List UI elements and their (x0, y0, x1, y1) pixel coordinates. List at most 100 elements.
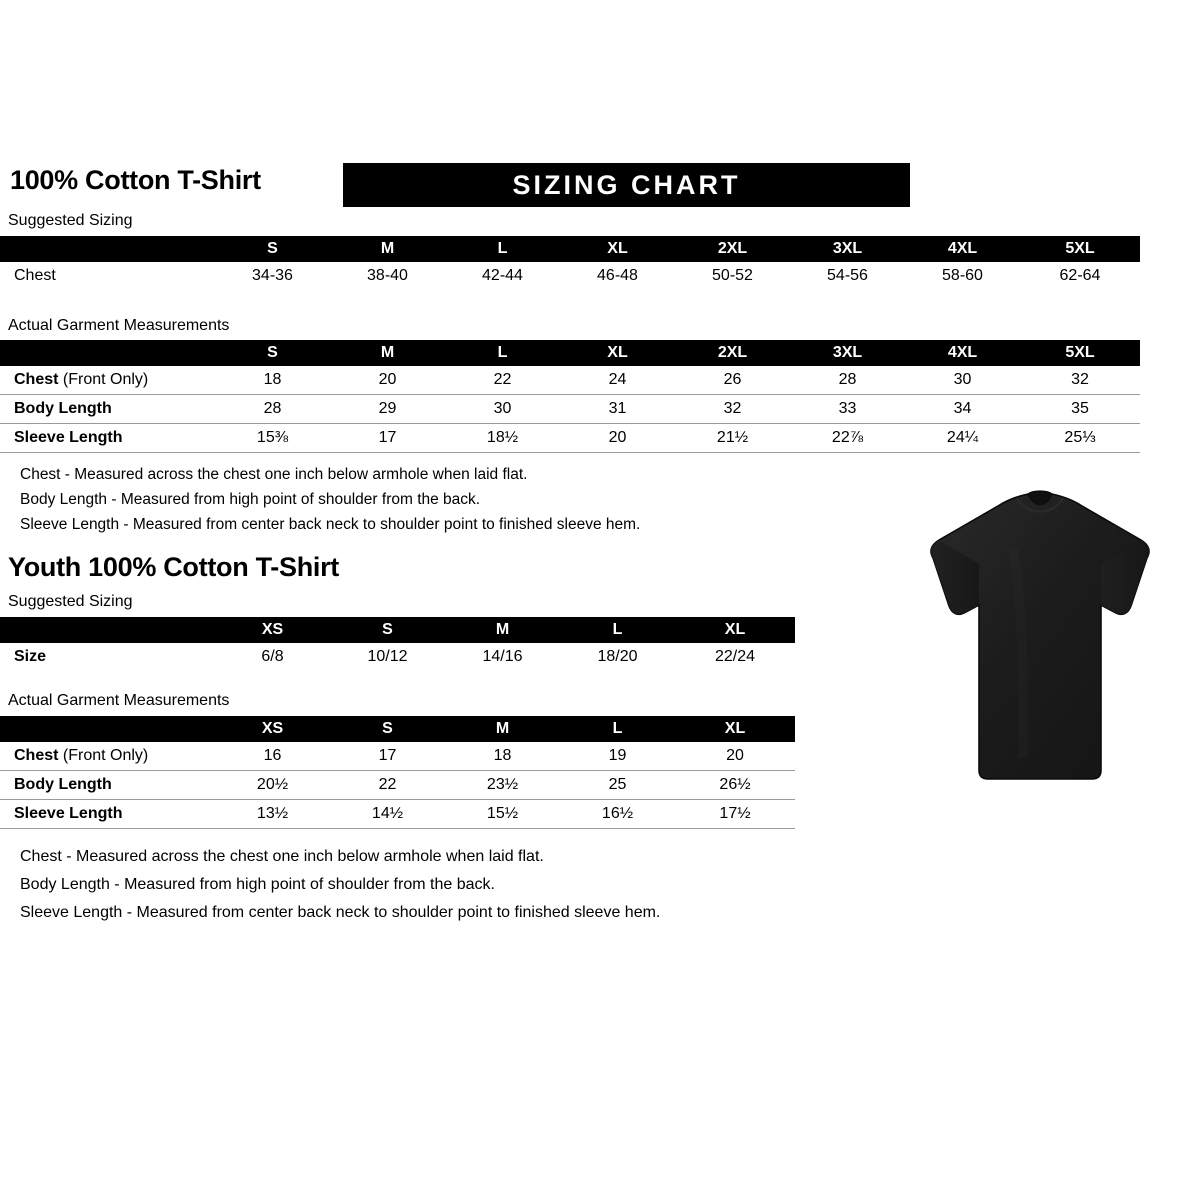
cell-chest-xl: 24 (560, 366, 675, 395)
cell-body-length-m: 23½ (445, 770, 560, 800)
column-header-rowlabel (0, 340, 215, 366)
column-header-rowlabel (0, 617, 215, 643)
column-header-m: M (495, 720, 510, 737)
cell-chest-5xl: 62-64 (1059, 267, 1101, 284)
table-row: Body Length 20½ 22 23½ 25 26½ (0, 770, 795, 800)
cell-chest-m: 20 (330, 366, 445, 395)
adult-measurement-notes: Chest - Measured across the chest one in… (20, 462, 640, 537)
note-chest: Chest - Measured across the chest one in… (20, 466, 528, 483)
cell-body-length-s: 22 (330, 770, 445, 800)
table-row: Chest (Front Only) 16 17 18 19 20 (0, 742, 795, 771)
table-row: Body Length 28 29 30 31 32 33 34 35 (0, 394, 1140, 424)
column-header-s: S (382, 621, 393, 638)
column-header-xs: XS (261, 621, 284, 638)
row-label-chest: Chest (14, 267, 56, 284)
youth-suggested-sizing-table: XS S M L XL Size 6/8 10/12 14/16 18/20 2… (0, 617, 795, 671)
cell-chest-xl: 20 (675, 742, 795, 771)
cell-body-length-m: 29 (330, 394, 445, 424)
cell-sleeve-length-m: 17 (330, 423, 445, 453)
youth-section-title: Youth 100% Cotton T-Shirt (8, 552, 339, 582)
column-header-l: L (612, 720, 623, 737)
cell-body-length-2xl: 32 (675, 394, 790, 424)
table-row: Sleeve Length 13½ 14½ 15½ 16½ 17½ (0, 799, 795, 829)
cell-sleeve-length-m: 15½ (445, 799, 560, 829)
cell-body-length-5xl: 35 (1020, 394, 1140, 424)
row-label-body-length: Body Length (0, 770, 215, 800)
column-header-2xl: 2XL (717, 240, 748, 257)
cell-sleeve-length-3xl: 22⅞ (790, 423, 905, 453)
column-header-xs: XS (261, 720, 284, 737)
column-header-m: M (380, 240, 395, 257)
cell-chest-5xl: 32 (1020, 366, 1140, 395)
note-chest: Chest - Measured across the chest one in… (20, 848, 544, 865)
sizing-chart-banner: SIZING CHART (343, 163, 910, 207)
cell-chest-4xl: 30 (905, 366, 1020, 395)
cell-chest-s: 17 (330, 742, 445, 771)
column-header-rowlabel (0, 236, 215, 262)
row-label-light: (Front Only) (58, 371, 149, 388)
column-header-5xl: 5XL (1065, 344, 1095, 361)
cell-sleeve-length-xl: 17½ (675, 799, 795, 829)
cell-sleeve-length-l: 18½ (445, 423, 560, 453)
column-header-s: S (382, 720, 393, 737)
cell-body-length-4xl: 34 (905, 394, 1020, 424)
tshirt-product-image (895, 478, 1185, 808)
black-tshirt-icon (930, 490, 1150, 780)
note-body-length: Body Length - Measured from high point o… (20, 876, 495, 893)
youth-suggested-sizing-label: Suggested Sizing (8, 593, 133, 610)
column-header-4xl: 4XL (947, 344, 978, 361)
cell-chest-l: 22 (445, 366, 560, 395)
cell-sleeve-length-s: 14½ (330, 799, 445, 829)
cell-sleeve-length-2xl: 21½ (675, 423, 790, 453)
cell-sleeve-length-5xl: 25⅓ (1020, 423, 1140, 453)
adult-suggested-sizing-table: S M L XL 2XL 3XL 4XL 5XL Chest 34-36 38-… (0, 236, 1140, 290)
adult-suggested-sizing-label: Suggested Sizing (8, 212, 133, 229)
cell-chest-m: 18 (445, 742, 560, 771)
column-header-xl: XL (724, 621, 746, 638)
table-row: Sleeve Length 15⅜ 17 18½ 20 21½ 22⅞ 24¼ … (0, 423, 1140, 453)
table-row: Chest (Front Only) 18 20 22 24 26 28 30 … (0, 366, 1140, 395)
table-row: Size 6/8 10/12 14/16 18/20 22/24 (0, 643, 795, 671)
row-label-bold: Body Length (14, 400, 112, 417)
column-header-s: S (267, 344, 278, 361)
page-header: 100% Cotton T-Shirt SIZING CHART (10, 163, 1190, 211)
row-label-bold: Chest (14, 747, 59, 764)
row-label-sleeve-length: Sleeve Length (0, 799, 215, 829)
cell-sleeve-length-4xl: 24¼ (905, 423, 1020, 453)
cell-sleeve-length-xl: 20 (560, 423, 675, 453)
cell-size-m: 14/16 (482, 648, 523, 665)
cell-body-length-xl: 26½ (675, 770, 795, 800)
cell-body-length-xs: 20½ (215, 770, 330, 800)
cell-body-length-s: 28 (215, 394, 330, 424)
row-label-bold: Chest (14, 371, 59, 388)
cell-sleeve-length-l: 16½ (560, 799, 675, 829)
table-header-row: XS S M L XL (0, 716, 795, 742)
table-header-row: S M L XL 2XL 3XL 4XL 5XL (0, 340, 1140, 366)
cell-size-xl: 22/24 (714, 648, 756, 665)
cell-chest-l: 19 (560, 742, 675, 771)
column-header-l: L (497, 240, 508, 257)
adult-actual-measurements-label: Actual Garment Measurements (8, 317, 230, 334)
cell-body-length-l: 30 (445, 394, 560, 424)
column-header-m: M (380, 344, 395, 361)
note-body-length: Body Length - Measured from high point o… (20, 491, 481, 508)
cell-chest-s: 18 (215, 366, 330, 395)
row-label-bold: Sleeve Length (14, 805, 123, 822)
column-header-xl: XL (607, 344, 628, 361)
column-header-m: M (495, 621, 510, 638)
table-header-row: S M L XL 2XL 3XL 4XL 5XL (0, 236, 1140, 262)
row-label-size: Size (14, 648, 47, 665)
cell-chest-l: 42-44 (482, 267, 523, 284)
adult-actual-measurements-table: S M L XL 2XL 3XL 4XL 5XL Chest (Front On… (0, 340, 1140, 453)
cell-chest-3xl: 54-56 (827, 267, 868, 284)
cell-sleeve-length-xs: 13½ (215, 799, 330, 829)
column-header-4xl: 4XL (947, 240, 978, 257)
cell-chest-2xl: 26 (675, 366, 790, 395)
column-header-xl: XL (607, 240, 628, 257)
column-header-3xl: 3XL (832, 240, 863, 257)
row-label-light: (Front Only) (58, 747, 149, 764)
cell-chest-3xl: 28 (790, 366, 905, 395)
cell-sleeve-length-s: 15⅜ (215, 423, 330, 453)
cell-chest-2xl: 50-52 (712, 267, 753, 284)
note-sleeve-length: Sleeve Length - Measured from center bac… (20, 516, 641, 533)
